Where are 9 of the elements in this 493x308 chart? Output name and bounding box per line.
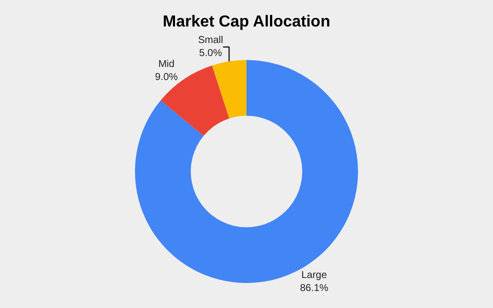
chart-title: Market Cap Allocation: [162, 14, 330, 31]
slice-label: Small: [198, 35, 224, 46]
donut-slice: [135, 60, 358, 283]
donut-slice: [212, 60, 246, 118]
data-label: 86.1%: [300, 283, 328, 294]
slice-label: Mid: [158, 59, 174, 70]
data-label: 9.0%: [154, 72, 178, 84]
slice-label: Large: [301, 270, 328, 282]
data-label: 5.0%: [199, 48, 222, 60]
